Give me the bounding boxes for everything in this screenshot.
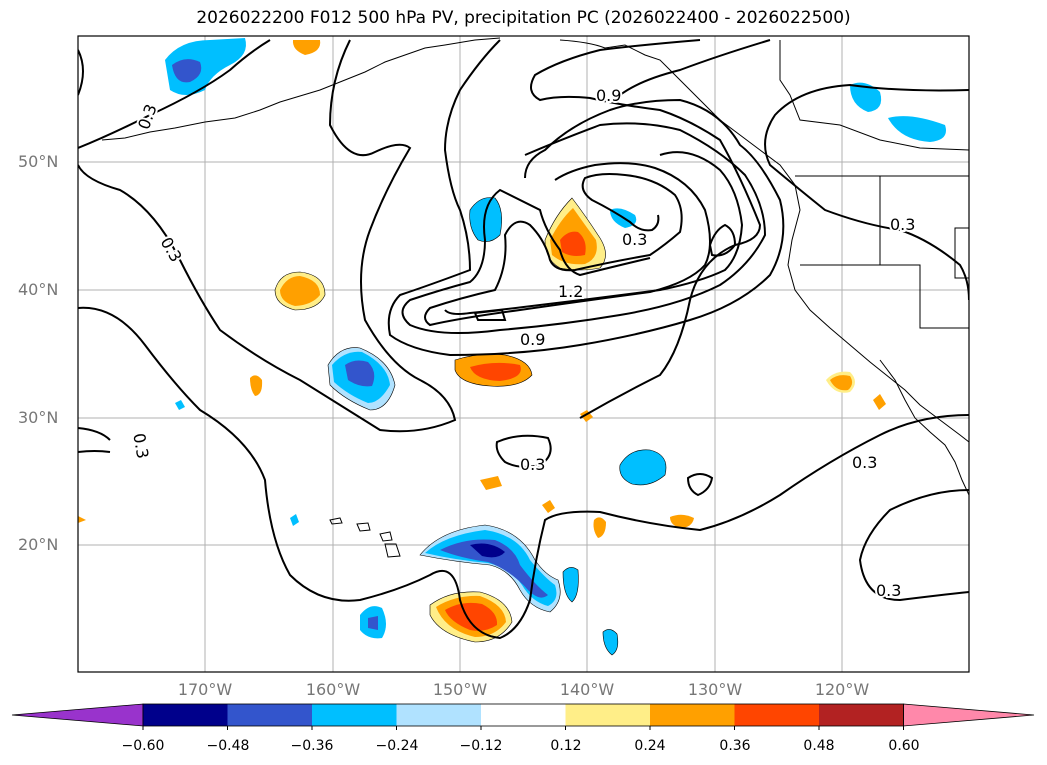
colorbar-tick: 0.12 xyxy=(550,738,582,754)
colorbar-tick: −0.60 xyxy=(121,738,165,754)
precip-outlines xyxy=(274,197,667,656)
contour-labels: 0.3 0.9 1.2 0.9 0.3 0.3 0.3 0.3 0.3 0.3 … xyxy=(127,84,917,602)
lon-label: 140°W xyxy=(559,680,615,699)
colorbar-tick: −0.48 xyxy=(206,738,250,754)
map-title: 2026022200 F012 500 hPa PV, precipitatio… xyxy=(196,8,851,28)
lat-label: 30°N xyxy=(18,408,59,427)
precip-shading xyxy=(78,38,946,655)
colorbar-swatch xyxy=(396,704,482,726)
lat-label: 50°N xyxy=(18,152,59,171)
colorbar-swatch xyxy=(227,704,313,726)
contour-label: 1.2 xyxy=(558,282,583,301)
colorbar-tick: 0.48 xyxy=(803,738,835,754)
colorbar-swatch xyxy=(143,704,228,726)
map-frame xyxy=(77,35,970,673)
lon-label: 150°W xyxy=(432,680,488,699)
lon-label: 170°W xyxy=(177,680,233,699)
colorbar-swatch xyxy=(312,704,397,726)
colorbar-swatch xyxy=(565,704,651,726)
contour-label: 0.9 xyxy=(520,330,545,349)
contour-label: 0.3 xyxy=(890,215,915,234)
colorbar-tick: −0.36 xyxy=(290,738,334,754)
contour-label: 0.9 xyxy=(596,86,621,105)
contour-label: 0.3 xyxy=(129,432,152,460)
contour-label: 0.3 xyxy=(852,453,877,472)
contour-label: 0.3 xyxy=(622,230,647,249)
colorbar-tick: 0.24 xyxy=(634,738,666,754)
colorbar-tick: 0.60 xyxy=(888,738,920,754)
lon-label: 120°W xyxy=(814,680,870,699)
lon-label: 160°W xyxy=(305,680,361,699)
colorbar-swatch xyxy=(734,704,820,726)
colorbar-tick: −0.24 xyxy=(375,738,419,754)
colorbar-swatch xyxy=(650,704,735,726)
coastlines xyxy=(101,37,969,558)
pv-contours xyxy=(78,39,969,640)
lat-label: 40°N xyxy=(18,280,59,299)
colorbar-tick: −0.12 xyxy=(459,738,503,754)
colorbar-tick: 0.36 xyxy=(719,738,751,754)
colorbar xyxy=(11,703,1035,730)
lat-label: 20°N xyxy=(18,535,59,554)
colorbar-frame xyxy=(142,703,904,727)
contour-label: 0.3 xyxy=(876,581,901,600)
colorbar-swatch xyxy=(819,704,904,726)
colorbar-extend-high xyxy=(903,703,1035,727)
contour-label: 0.3 xyxy=(134,102,161,132)
contour-label: 0.3 xyxy=(520,455,545,474)
colorbar-extend-low xyxy=(11,703,144,727)
colorbar-swatch xyxy=(481,704,566,726)
lon-label: 130°W xyxy=(687,680,743,699)
